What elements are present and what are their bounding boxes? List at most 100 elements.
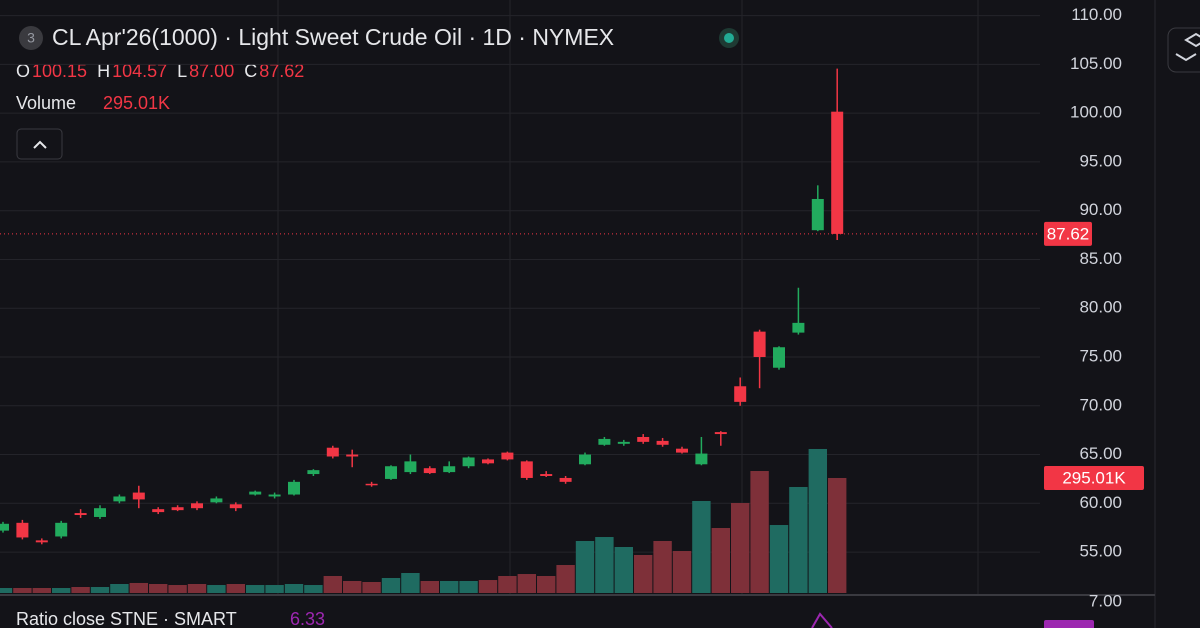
candle-body (268, 494, 281, 497)
candle-body (365, 483, 378, 486)
candle-body (598, 438, 611, 445)
volume-bar (459, 580, 478, 593)
candle-body (74, 513, 87, 516)
volume-bar (13, 588, 32, 593)
candle-body (462, 457, 475, 467)
chevron (33, 140, 47, 149)
volume-bar (750, 471, 769, 593)
candle-body (773, 347, 785, 368)
volume-bar (52, 588, 71, 593)
candle-body (676, 448, 688, 453)
candle-body (423, 468, 436, 474)
volume-name: Volume (16, 93, 76, 113)
candle-body (113, 496, 126, 502)
ohlc-key: C (244, 61, 257, 81)
candle-body (540, 474, 553, 476)
y-tick-label: 60.00 (1079, 493, 1122, 512)
volume-bar (731, 502, 750, 593)
ohlc-key: O (16, 61, 30, 81)
volume-bar (168, 585, 187, 593)
candle-body (55, 522, 68, 537)
lower-pane-value: 6.33 (290, 609, 325, 628)
volume-bar (187, 583, 207, 593)
candle-body (288, 481, 300, 495)
volume-bar (420, 580, 439, 593)
y-tick-label: 80.00 (1079, 298, 1122, 317)
volume-bar (32, 588, 51, 593)
y-tick-label: 70.00 (1079, 395, 1122, 414)
volume-bar (537, 576, 556, 593)
y-tick-label: 65.00 (1079, 444, 1122, 463)
badge (19, 26, 43, 50)
ohlc-value: 87.00 (189, 61, 234, 81)
volume-bar (323, 576, 342, 593)
candle-body (249, 491, 262, 495)
volume-bar (711, 528, 730, 593)
volume-bar (672, 551, 692, 593)
volume-bar (653, 540, 672, 593)
badge-text: 3 (27, 30, 35, 46)
volume-bar (149, 583, 168, 593)
candle-body (191, 503, 203, 509)
volume-bar (129, 582, 148, 593)
collapse-button[interactable] (16, 128, 63, 160)
candle-body (16, 522, 29, 538)
y-tick-label: 105.00 (1070, 54, 1122, 73)
volume-bar (226, 583, 245, 593)
layers-button[interactable] (1167, 27, 1200, 73)
last-price-box (1044, 221, 1092, 246)
candle-body (637, 436, 650, 442)
candle-body (229, 504, 242, 509)
volume-bar (498, 576, 517, 593)
symbol-title: CL Apr'26(1000) · Light Sweet Crude Oil … (52, 24, 614, 50)
status-dot (724, 33, 734, 43)
ohlc-value: 87.62 (259, 61, 304, 81)
volume-bar (110, 583, 129, 593)
volume-bar (90, 586, 110, 593)
volume-bar (478, 580, 498, 593)
volume-bar (381, 577, 401, 593)
ratio-line (811, 612, 833, 628)
candle-body (132, 492, 145, 500)
last-volume-label: 295.01K (1062, 468, 1126, 487)
candle-body (35, 540, 48, 543)
volume-value: 295.01K (103, 93, 170, 113)
volume-bar (692, 500, 711, 593)
y-tick-label: 90.00 (1079, 200, 1122, 219)
volume-bar (614, 546, 633, 593)
last-volume-box (1044, 465, 1144, 490)
candle-body (559, 477, 572, 482)
volume-bar (401, 572, 420, 593)
candle-body (482, 459, 494, 464)
volume-bar (362, 582, 381, 593)
y-tick-label: 75.00 (1079, 346, 1122, 365)
candle-body (171, 507, 184, 511)
volume-bar (595, 537, 614, 593)
candle-body (811, 198, 824, 231)
y-tick-label: 110.00 (1071, 5, 1122, 24)
ratio-badge (1044, 620, 1094, 628)
candle-body (210, 498, 223, 503)
candle-body (346, 454, 359, 457)
volume-bar (440, 580, 459, 593)
candle-body (307, 470, 320, 475)
candle-body (656, 440, 669, 445)
volume-bar (769, 525, 789, 593)
candle-body (792, 322, 805, 333)
volume-bar (575, 540, 595, 593)
volume-bar (556, 565, 575, 593)
volume-bar (828, 477, 847, 593)
candle-body (385, 466, 397, 479)
volume-bar (0, 588, 13, 593)
volume-bar (808, 448, 827, 593)
ohlc-key: H (97, 61, 110, 81)
candle-body (734, 386, 747, 402)
candle-body (520, 461, 533, 478)
candle-body (617, 441, 630, 444)
candle-body (831, 111, 844, 234)
lower-tick-label: 7.00 (1089, 591, 1122, 610)
candle-body (714, 432, 727, 435)
y-tick-label: 95.00 (1079, 151, 1122, 170)
